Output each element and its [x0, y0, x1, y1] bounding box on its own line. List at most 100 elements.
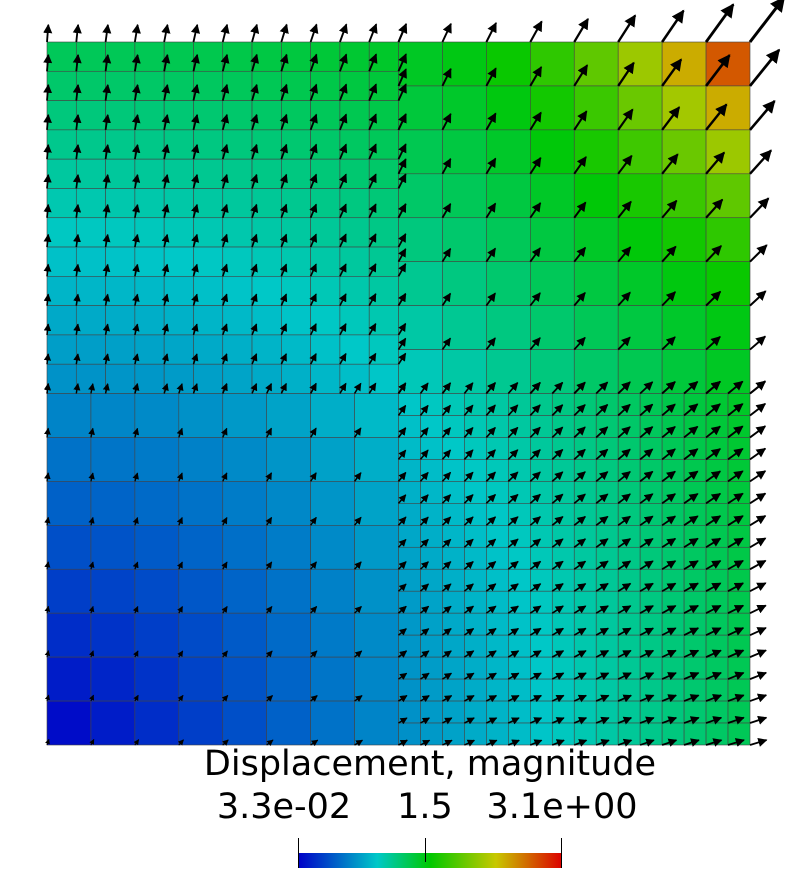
arrow-glyph	[338, 173, 347, 189]
arrow-glyph	[705, 671, 722, 681]
arrow-glyph	[749, 515, 767, 527]
colorbar-title: Displacement, magnitude	[204, 744, 656, 784]
arrow-glyph	[617, 200, 632, 219]
arrow-glyph	[250, 173, 259, 189]
arrow-glyph	[420, 717, 430, 725]
arrow-glyph	[486, 694, 498, 703]
mesh-cell	[508, 612, 531, 636]
arrow-glyph	[705, 604, 722, 614]
arrow-glyph	[463, 561, 474, 570]
arrow-glyph	[595, 649, 610, 658]
arrow-glyph	[88, 650, 95, 658]
arrow-glyph	[748, 0, 786, 43]
arrow-glyph	[250, 233, 258, 248]
arrow-glyph	[353, 427, 362, 438]
arrow-glyph	[398, 739, 408, 747]
arrow-glyph	[551, 627, 564, 636]
arrow-glyph	[639, 582, 654, 592]
arrow-glyph	[190, 113, 200, 131]
mesh-cell	[683, 503, 707, 526]
arrow-glyph	[133, 650, 139, 658]
arrow-glyph	[279, 113, 289, 131]
mesh-cell	[178, 612, 224, 658]
arrow-glyph	[161, 203, 170, 218]
mesh-cell	[134, 276, 165, 306]
arrow-glyph	[617, 627, 632, 636]
mesh-cell	[464, 656, 487, 680]
arrow-glyph	[265, 606, 273, 614]
arrow-glyph	[441, 427, 452, 438]
arrow-glyph	[44, 605, 51, 614]
arrow-glyph	[250, 143, 259, 160]
arrow-glyph	[419, 605, 430, 614]
mesh-cell	[134, 525, 180, 570]
arrow-glyph	[529, 247, 542, 263]
mesh-cell	[310, 100, 341, 131]
arrow-glyph	[661, 560, 677, 570]
mesh-cell	[595, 546, 619, 570]
mesh-cell	[222, 158, 253, 189]
arrow-glyph	[177, 739, 184, 746]
mesh-cell	[310, 656, 355, 702]
arrow-glyph	[220, 143, 229, 160]
mesh-cell	[683, 568, 707, 592]
mesh-cell	[46, 656, 92, 702]
mesh-cell	[222, 363, 253, 394]
arrow-glyph	[507, 583, 519, 592]
mesh-cell	[178, 525, 224, 570]
arrow-glyph	[617, 605, 632, 614]
mesh-cell	[639, 656, 663, 680]
mesh-cell	[46, 700, 92, 746]
mesh-cell	[442, 305, 487, 350]
mesh-cell	[339, 246, 370, 277]
arrow-glyph	[683, 649, 700, 658]
arrow-glyph	[705, 537, 722, 549]
arrow-glyph	[177, 650, 184, 658]
arrow-glyph	[368, 83, 378, 101]
arrow-glyph	[441, 158, 452, 175]
mesh-cell	[398, 349, 443, 394]
arrow-glyph	[397, 583, 407, 592]
arrow-glyph	[683, 381, 699, 395]
arrow-glyph	[683, 492, 699, 505]
mesh-cell	[661, 85, 707, 131]
mesh-cell	[266, 525, 311, 570]
arrow-glyph	[705, 151, 726, 175]
arrow-glyph	[338, 143, 348, 160]
arrow-glyph	[338, 293, 347, 306]
mesh-cell	[178, 481, 224, 526]
arrow-glyph	[573, 381, 586, 395]
arrow-glyph	[441, 67, 452, 87]
arrow-glyph	[529, 111, 542, 131]
arrow-glyph	[43, 53, 53, 72]
arrow-glyph	[279, 323, 287, 336]
mesh-cell	[163, 158, 194, 189]
arrow-glyph	[573, 672, 587, 681]
mesh-cell	[617, 41, 663, 87]
mesh-cell	[354, 481, 399, 526]
mesh-cell	[398, 85, 443, 131]
arrow-glyph	[132, 516, 139, 526]
arrow-glyph	[507, 694, 520, 703]
arrow-glyph	[442, 694, 453, 703]
arrow-glyph	[661, 627, 677, 636]
mesh-cell	[368, 276, 399, 306]
arrow-glyph	[485, 627, 497, 636]
arrow-glyph	[749, 290, 767, 307]
arrow-glyph	[397, 233, 407, 248]
mesh-cell	[573, 568, 597, 592]
mesh-cell	[105, 70, 136, 101]
mesh-cell	[530, 41, 575, 87]
mesh-cell	[105, 305, 136, 336]
arrow-glyph	[131, 114, 141, 131]
mesh-cell	[551, 634, 575, 658]
mesh-cell	[105, 276, 136, 306]
arrow-glyph	[88, 516, 95, 526]
arrow-glyph	[441, 538, 452, 548]
arrow-glyph	[398, 605, 407, 614]
arrow-glyph	[132, 263, 140, 277]
arrow-glyph	[397, 322, 407, 336]
mesh-cell	[398, 217, 443, 262]
arrow-glyph	[507, 605, 519, 614]
mesh-cell	[442, 700, 465, 724]
